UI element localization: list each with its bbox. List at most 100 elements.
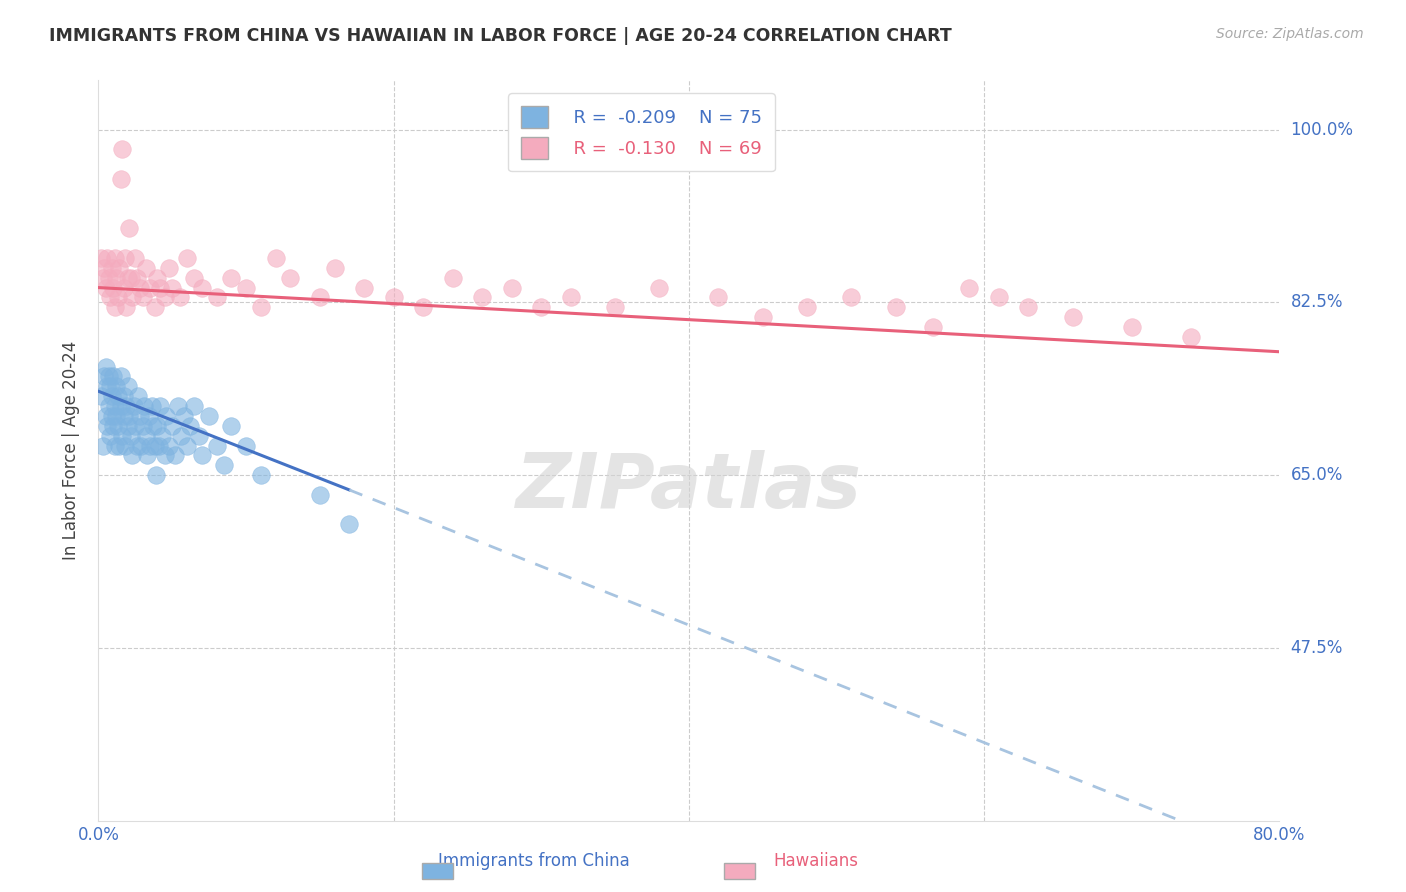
Text: ZIPatlas: ZIPatlas [516,450,862,524]
Point [111,428,134,442]
Point [98,290,121,304]
Point [98,379,121,393]
Point [471,290,494,304]
Text: IMMIGRANTS FROM CHINA VS HAWAIIAN IN LABOR FORCE | AGE 20-24 CORRELATION CHART: IMMIGRANTS FROM CHINA VS HAWAIIAN IN LAB… [49,27,952,45]
Point [157,438,180,452]
Point [135,428,157,442]
Point [988,290,1011,304]
Point [921,320,943,334]
Point [97,270,120,285]
Point [162,280,183,294]
Legend:   R =  -0.209    N = 75,   R =  -0.130    N = 69: R = -0.209 N = 75, R = -0.130 N = 69 [509,93,775,171]
Text: 47.5%: 47.5% [1291,639,1343,657]
Point [959,280,981,294]
Point [183,270,205,285]
Point [93,369,115,384]
Point [100,260,122,275]
Point [114,251,136,265]
Text: 100.0%: 100.0% [1291,120,1354,138]
Point [235,438,257,452]
Point [100,409,122,423]
Point [146,418,169,433]
Point [142,418,165,433]
Point [157,260,180,275]
Point [105,409,128,423]
Point [187,428,209,442]
Point [94,409,117,423]
Point [94,280,117,294]
Point [1062,310,1084,325]
Point [121,290,143,304]
Point [162,418,183,433]
Point [110,369,132,384]
Point [112,280,135,294]
Point [1018,301,1040,315]
Point [191,449,214,463]
Point [136,449,159,463]
Point [104,251,127,265]
Point [128,280,150,294]
Point [96,251,118,265]
Point [191,280,214,294]
Point [264,251,287,265]
Point [94,359,117,374]
Point [1180,330,1202,344]
Point [146,270,169,285]
Point [501,280,523,294]
Point [145,468,167,483]
Point [530,301,553,315]
Point [250,301,273,315]
Point [115,399,138,413]
Point [141,399,163,413]
Point [153,290,176,304]
Point [108,260,131,275]
Point [129,438,152,452]
Point [118,409,141,423]
Point [112,409,135,423]
Point [134,399,156,413]
Point [250,468,273,483]
Point [105,270,128,285]
Point [149,399,172,413]
Point [339,517,361,532]
Point [103,418,125,433]
Point [97,369,120,384]
Point [110,399,132,413]
Point [139,438,162,452]
Point [103,369,125,384]
Point [105,379,128,393]
Point [135,260,157,275]
Point [125,438,148,452]
Point [153,449,176,463]
Point [125,270,148,285]
Point [108,438,131,452]
Point [124,251,146,265]
Point [1121,320,1143,334]
Point [91,438,114,452]
Point [560,290,582,304]
Text: 65.0%: 65.0% [1291,467,1343,484]
Point [212,458,235,473]
Point [104,301,127,315]
Point [796,301,818,315]
Point [127,389,149,403]
Point [143,301,166,315]
Point [353,280,375,294]
Point [117,379,139,393]
Point [169,290,191,304]
Point [107,418,129,433]
Point [117,418,139,433]
Point [648,280,671,294]
Point [841,290,863,304]
Point [179,418,201,433]
Point [107,389,129,403]
Point [128,409,150,423]
Point [176,251,198,265]
Point [605,301,627,315]
Point [132,290,155,304]
Point [96,418,118,433]
Point [707,290,730,304]
Point [309,488,332,502]
Point [752,310,775,325]
Point [121,449,143,463]
